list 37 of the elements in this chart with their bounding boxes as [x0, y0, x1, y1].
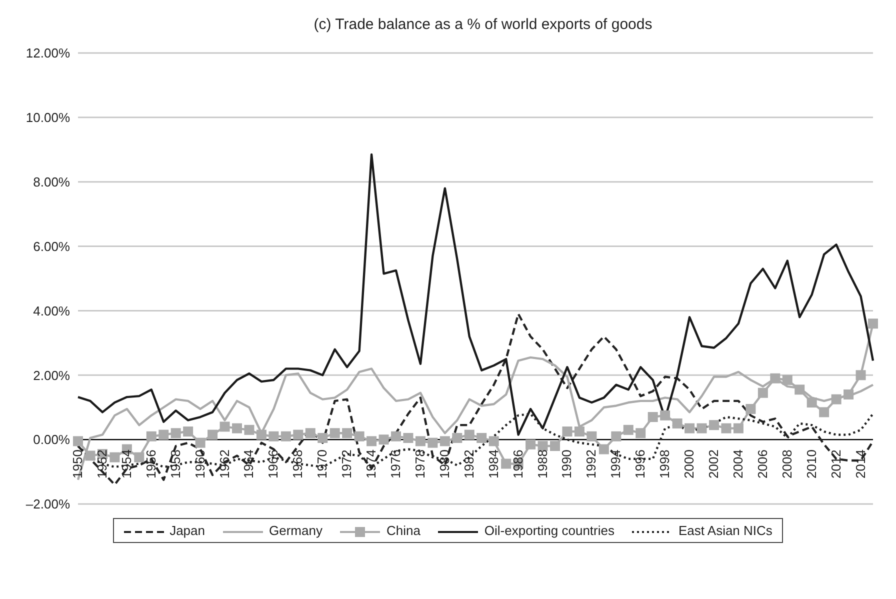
x-tick-label: 1950	[70, 450, 85, 478]
x-tick-label: 1996	[632, 450, 648, 478]
x-tick-label: 1982	[461, 450, 476, 478]
x-tick-label: 1998	[657, 450, 672, 478]
x-tick-label: 2014	[852, 450, 868, 478]
legend-label: Oil-exporting countries	[483, 523, 614, 538]
x-tick-label: 2004	[730, 450, 746, 478]
y-tick-label: 0.00%	[33, 432, 70, 448]
x-tick-label: 1990	[559, 450, 574, 478]
x-tick-label: 1976	[388, 450, 403, 478]
x-tick-label: 2008	[779, 450, 794, 478]
y-tick-label: 12.00%	[26, 46, 70, 61]
x-tick-label: 2000	[682, 450, 697, 478]
legend-label: Germany	[268, 523, 322, 538]
x-tick-label: 2010	[804, 450, 819, 478]
legend-label: East Asian NICs	[677, 523, 772, 538]
x-tick-label: 1970	[314, 450, 330, 478]
x-tick-label: 1972	[339, 450, 354, 478]
y-tick-label: 6.00%	[33, 238, 70, 254]
x-tick-label: 1992	[584, 450, 599, 478]
x-tick-label: 1988	[534, 450, 550, 478]
x-tick-label: 2002	[706, 450, 721, 478]
x-tick-label: 1966	[266, 450, 281, 478]
y-tick-label: 10.00%	[26, 110, 70, 126]
y-tick-label: 4.00%	[33, 303, 70, 318]
y-tick-label: –2.00%	[26, 496, 70, 512]
x-tick-label: 2012	[828, 450, 844, 478]
chart-title: (c) Trade balance as a % of world exports of goods	[312, 16, 654, 33]
legend-label: China	[385, 523, 420, 538]
x-tick-label: 1978	[412, 450, 428, 478]
legend-label: Japan	[168, 523, 205, 538]
x-tick-label: 2006	[754, 450, 770, 478]
x-tick-label: 1984	[486, 450, 501, 478]
y-tick-label: 8.00%	[33, 174, 70, 190]
y-tick-label: 2.00%	[33, 368, 70, 383]
x-tick-label: 1986	[510, 450, 526, 478]
x-tick-label: 1994	[608, 450, 624, 478]
